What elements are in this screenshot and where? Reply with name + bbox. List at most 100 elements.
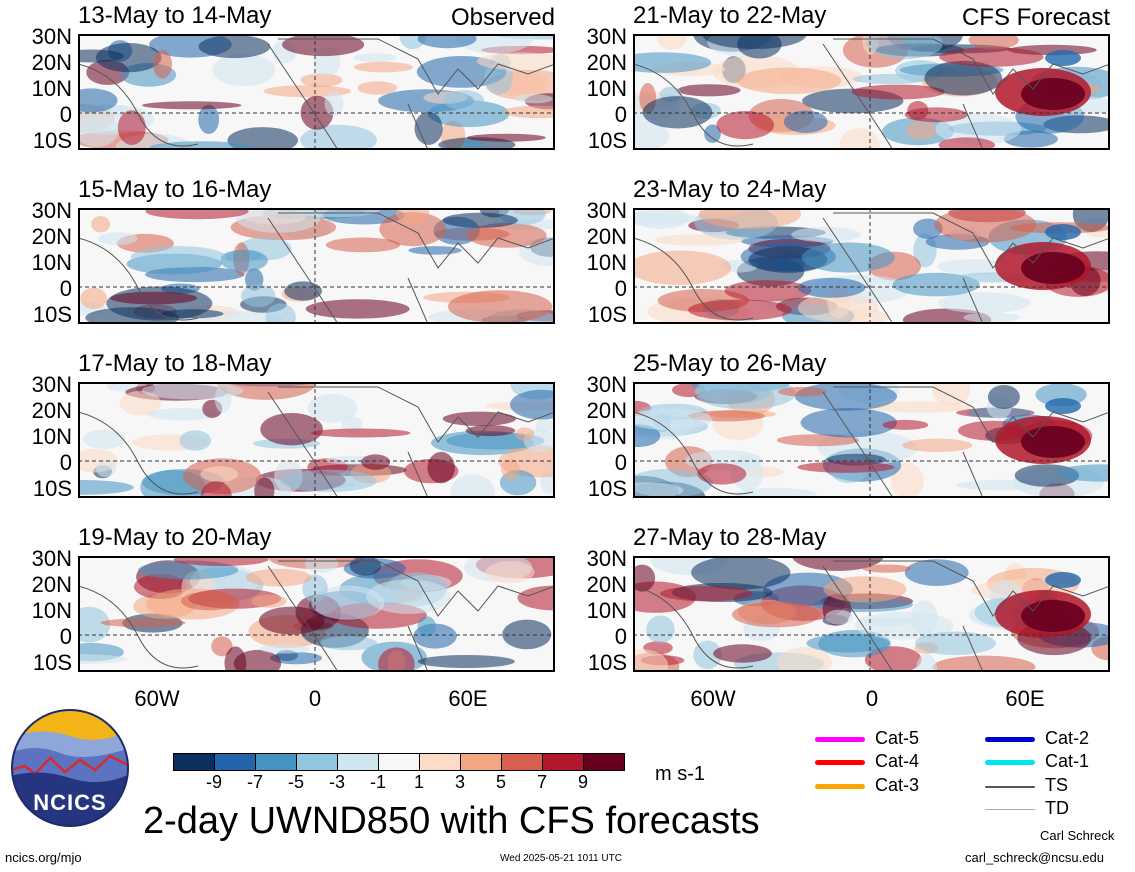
- latitude-label: 0: [614, 450, 627, 475]
- lon-label-60w-right: 60W: [690, 686, 736, 711]
- track-legend-line: [815, 760, 865, 765]
- colorbar-tick-label: 3: [454, 772, 465, 792]
- latitude-label: 0: [59, 450, 72, 475]
- colorbar-swatch: [214, 753, 256, 771]
- ncics-logo: NCICS: [10, 708, 130, 828]
- colorbar-swatch: [337, 753, 379, 771]
- main-title: 2-day UWND850 with CFS forecasts: [143, 800, 760, 842]
- latitude-label: 10N: [586, 76, 627, 101]
- latitude-label: 20N: [31, 572, 72, 597]
- wind-map-panel: [633, 556, 1110, 672]
- latitude-label: 10N: [586, 250, 627, 275]
- footer-timestamp: Wed 2025-05-21 1011 UTC: [500, 853, 622, 864]
- track-legend-label: Cat-2: [1045, 728, 1090, 748]
- lon-label-60e-left: 60E: [448, 686, 488, 711]
- wind-map-panel: [78, 556, 555, 672]
- colorbar-tick-label: -9: [205, 772, 222, 792]
- latitude-label: 10N: [31, 76, 72, 101]
- wind-map-panel: [633, 208, 1110, 324]
- latitude-label: 20N: [31, 50, 72, 75]
- logo-text: NCICS: [33, 790, 107, 815]
- latitude-label: 0: [59, 624, 72, 649]
- latitude-label: 30N: [586, 372, 627, 397]
- latitude-label: 10S: [32, 476, 72, 501]
- latitude-label: 30N: [31, 24, 72, 49]
- panel-date-title: 15-May to 16-May: [78, 176, 272, 203]
- latitude-label: 30N: [586, 546, 627, 571]
- latitude-label: 30N: [586, 24, 627, 49]
- lon-label-0-right: 0: [865, 686, 879, 711]
- colorbar-tick-label: 1: [413, 772, 424, 792]
- lon-label-60e-right: 60E: [1005, 686, 1045, 711]
- wind-map-panel: [78, 208, 555, 324]
- panel-date-title: 19-May to 20-May: [78, 524, 272, 551]
- latitude-label: 0: [614, 276, 627, 301]
- colorbar-swatch: [255, 753, 297, 771]
- latitude-label: 10S: [587, 650, 627, 675]
- wind-map-panel: [78, 382, 555, 498]
- track-legend-label: TS: [1045, 775, 1069, 795]
- track-legend-line: [985, 737, 1035, 742]
- latitude-label: 10N: [586, 424, 627, 449]
- colorbar-swatch: [419, 753, 461, 771]
- colorbar-swatch: [378, 753, 420, 771]
- track-legend-line: [985, 786, 1035, 788]
- latitude-label: 20N: [31, 398, 72, 423]
- track-legend-line: [985, 760, 1035, 765]
- lon-label-0-left: 0: [308, 686, 322, 711]
- latitude-label: 10S: [32, 128, 72, 153]
- latitude-label: 0: [614, 102, 627, 127]
- panel-date-title: 21-May to 22-May: [633, 2, 827, 29]
- latitude-label: 10S: [587, 476, 627, 501]
- latitude-label: 20N: [586, 50, 627, 75]
- colorbar-tick-label: 9: [577, 772, 588, 792]
- wind-map-panel: [633, 382, 1110, 498]
- latitude-label: 10N: [586, 598, 627, 623]
- colorbar-units: m s-1: [655, 763, 705, 785]
- track-legend-label: Cat-5: [875, 728, 920, 748]
- track-legend-label: Cat-3: [875, 775, 920, 795]
- latitude-label: 30N: [31, 546, 72, 571]
- colorbar-swatch: [583, 753, 625, 771]
- panel-date-title: 17-May to 18-May: [78, 350, 272, 377]
- latitude-label: 20N: [586, 572, 627, 597]
- colorbar-tick-label: -7: [246, 772, 263, 792]
- panel-date-title: 23-May to 24-May: [633, 176, 827, 203]
- footer-email: carl_schreck@ncsu.edu: [965, 850, 1104, 865]
- latitude-label: 20N: [586, 224, 627, 249]
- colorbar-tick-label: 7: [536, 772, 547, 792]
- colorbar-swatch: [296, 753, 338, 771]
- colorbar-tick-label: 5: [495, 772, 506, 792]
- latitude-label: 10S: [32, 650, 72, 675]
- colorbar-swatch: [501, 753, 543, 771]
- footer-author: Carl Schreck: [1040, 828, 1115, 843]
- latitude-label: 0: [614, 624, 627, 649]
- track-legend-line: [985, 809, 1035, 810]
- latitude-label: 30N: [31, 372, 72, 397]
- track-legend-line: [815, 737, 865, 742]
- track-legend-line: [815, 784, 865, 789]
- latitude-label: 10N: [31, 598, 72, 623]
- colorbar-tick-label: -3: [328, 772, 345, 792]
- wind-map-panel: [633, 34, 1110, 150]
- panel-source-label: Observed: [450, 4, 555, 31]
- latitude-label: 20N: [586, 398, 627, 423]
- latitude-label: 0: [59, 102, 72, 127]
- lon-label-60w-left: 60W: [134, 686, 180, 711]
- latitude-label: 30N: [586, 198, 627, 223]
- panel-date-title: 25-May to 26-May: [633, 350, 827, 377]
- latitude-label: 10N: [31, 250, 72, 275]
- panel-date-title: 27-May to 28-May: [633, 524, 827, 551]
- colorbar-tick-label: -1: [369, 772, 386, 792]
- footer-url: ncics.org/mjo: [5, 850, 82, 865]
- track-legend-label: Cat-1: [1045, 751, 1090, 771]
- track-legend-label: TD: [1045, 798, 1069, 818]
- colorbar-swatch: [173, 753, 215, 771]
- panel-date-title: 13-May to 14-May: [78, 2, 272, 29]
- latitude-label: 10S: [587, 302, 627, 327]
- latitude-label: 0: [59, 276, 72, 301]
- colorbar-swatch: [460, 753, 502, 771]
- latitude-label: 10S: [587, 128, 627, 153]
- wind-map-panel: [78, 34, 555, 150]
- track-legend-label: Cat-4: [875, 751, 920, 771]
